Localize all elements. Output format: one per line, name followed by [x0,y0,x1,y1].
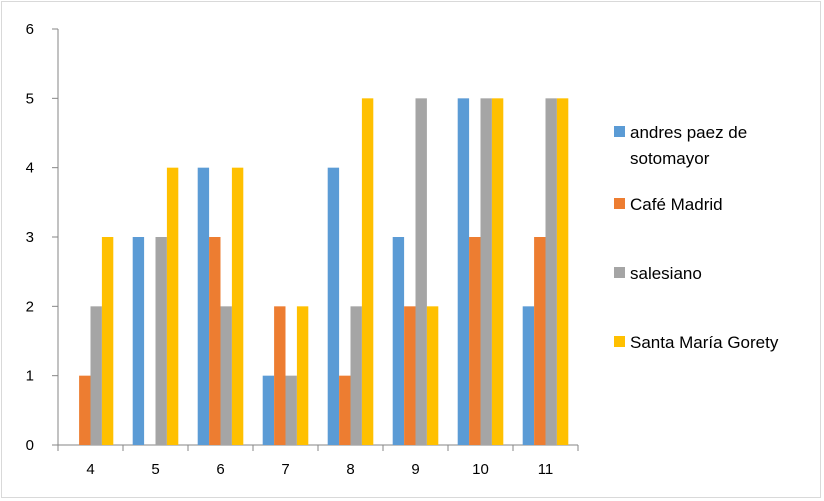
x-tick-label: 4 [86,461,94,478]
bar-caf-madrid-6 [209,237,221,445]
x-tick-label: 8 [346,461,354,478]
bar-salesiano-10 [480,98,492,445]
y-tick-label: 1 [26,368,34,385]
x-tick-label: 5 [151,461,159,478]
bar-andres-paez-de-sotomayor-11 [522,306,535,445]
bar-andres-paez-de-sotomayor-9 [392,237,405,445]
y-tick-label: 5 [26,90,34,107]
bar-andres-paez-de-sotomayor-8 [327,167,340,445]
bar-caf-madrid-7 [274,306,286,445]
x-tick-label: 11 [538,461,554,478]
bar-santa-mar-a-gorety-10 [491,98,504,445]
bar-santa-mar-a-gorety-9 [426,306,439,445]
bar-salesiano-4 [90,306,102,445]
bar-caf-madrid-4 [79,375,91,445]
axes: 0 1 2 3 4 5 6 4 5 6 7 8 9 10 11 [26,21,579,478]
bar-andres-paez-de-sotomayor-5 [132,237,145,445]
bar-santa-mar-a-gorety-5 [166,167,179,445]
legend-label: Café Madrid [630,195,723,214]
bar-santa-mar-a-gorety-4 [101,237,114,445]
bars-group [79,98,569,445]
legend-swatch [614,267,625,278]
legend-swatch [614,198,625,209]
legend-label: sotomayor [630,149,710,168]
legend-label: andres paez de [630,123,747,142]
bar-caf-madrid-8 [339,375,351,445]
bar-salesiano-11 [545,98,557,445]
bar-santa-mar-a-gorety-11 [556,98,569,445]
bar-salesiano-6 [220,306,232,445]
bar-santa-mar-a-gorety-8 [361,98,374,445]
legend-label: Santa María Gorety [630,333,779,352]
legend: andres paez de sotomayor Café Madrid salesi… [614,123,779,352]
y-tick-label: 2 [26,298,34,315]
y-tick-label: 4 [26,160,34,177]
x-tick-label: 7 [281,461,289,478]
bar-andres-paez-de-sotomayor-7 [262,375,275,445]
y-tick-label: 6 [26,21,34,38]
bar-andres-paez-de-sotomayor-10 [457,98,470,445]
bar-salesiano-5 [155,237,167,445]
bar-caf-madrid-10 [469,237,481,445]
legend-label: salesiano [630,264,702,283]
bar-andres-paez-de-sotomayor-6 [197,167,210,445]
bar-caf-madrid-9 [404,306,416,445]
bar-salesiano-7 [285,375,297,445]
bar-salesiano-9 [415,98,427,445]
y-tick-label: 3 [26,229,34,246]
legend-swatch [614,336,625,347]
x-tick-label: 10 [472,461,489,478]
legend-swatch [614,126,625,137]
bar-santa-mar-a-gorety-7 [296,306,309,445]
x-tick-label: 9 [411,461,419,478]
bar-santa-mar-a-gorety-6 [231,167,244,445]
y-tick-label: 0 [26,437,34,454]
bar-salesiano-8 [350,306,362,445]
bar-caf-madrid-11 [534,237,546,445]
x-tick-label: 6 [216,461,224,478]
